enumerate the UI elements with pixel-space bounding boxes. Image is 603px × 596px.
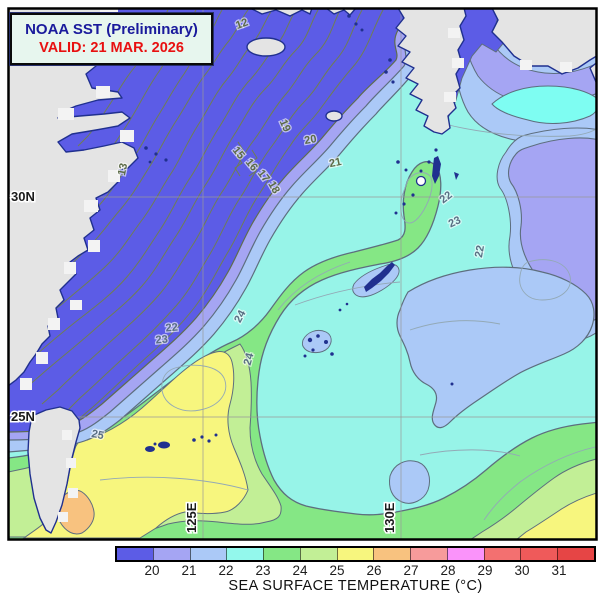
contour-label: 21	[328, 156, 342, 170]
colorbar-cell	[410, 548, 447, 560]
land-shikoku	[491, 9, 596, 75]
contour-label: 23	[155, 334, 168, 347]
colorbar-gradient	[115, 546, 596, 562]
pocket-lightblue-south	[389, 460, 431, 504]
small-islands	[144, 14, 459, 452]
colorbar-tick: 25	[329, 563, 345, 578]
region-yellow-southeast	[515, 492, 596, 540]
land-jeju	[246, 37, 286, 57]
colorbar-tick: 30	[514, 563, 530, 578]
land-korea-islands	[326, 9, 356, 16]
map-frame	[7, 7, 598, 541]
colorbar-cell	[520, 548, 558, 560]
contour-label: 25	[90, 428, 104, 442]
colorbar-cell	[117, 548, 153, 560]
colorbar-tick: 24	[292, 563, 308, 578]
contour-label: 20	[303, 133, 317, 147]
colorbar-tick: 21	[181, 563, 197, 578]
land-china	[9, 9, 139, 386]
title-valid-date: VALID: 21 MAR. 2026	[39, 40, 184, 57]
colorbar-cell	[226, 548, 264, 560]
colorbar-tick: 27	[403, 563, 419, 578]
island-yakushima	[415, 175, 427, 187]
lat-label: 25N	[11, 409, 35, 424]
island-small-triangle	[454, 172, 459, 180]
region-periwinkle-east	[507, 137, 596, 326]
contour-label: 22	[165, 322, 178, 335]
gridlines	[9, 9, 596, 540]
colorbar-label: SEA SURFACE TEMPERATURE (°C)	[228, 578, 483, 594]
colorbar-cell	[299, 548, 337, 560]
colorbar-tick: 31	[551, 563, 567, 578]
colorbar-tick: 28	[440, 563, 456, 578]
title-box: NOAA SST (Preliminary) VALID: 21 MAR. 20…	[9, 12, 214, 66]
colorbar-cell	[483, 548, 521, 560]
island-okinawa	[364, 262, 395, 292]
colorbar-cell	[189, 548, 227, 560]
region-cyan-kuroshio-tongue	[491, 85, 596, 124]
contour-label: 24	[242, 351, 257, 367]
land-kyushu	[395, 9, 467, 135]
colorbar-tick: 22	[218, 563, 234, 578]
lon-label: 130E	[382, 502, 397, 533]
contour-label: 22	[473, 244, 487, 258]
pocket-lightblue-kerama	[301, 329, 332, 354]
colorbar-ticks: 20 21 22 23 24 25 26 27 28 29 30 31	[115, 563, 596, 579]
colorbar-cell	[263, 548, 300, 560]
colorbar-cell	[557, 548, 594, 560]
colorbar-cell	[446, 548, 484, 560]
colorbar-tick: 20	[144, 563, 160, 578]
thin-contours	[99, 119, 596, 521]
colorbar-tick: 29	[477, 563, 493, 578]
map-graphics	[9, 9, 596, 540]
colorbar-tick: 23	[255, 563, 271, 578]
colorbar-cell	[336, 548, 374, 560]
contour-label: 13	[116, 162, 130, 176]
land-korea-coast	[251, 9, 313, 17]
colorbar-tick: 26	[366, 563, 382, 578]
pocket-lightblue-central	[396, 266, 595, 429]
coast-grid-cells	[20, 9, 572, 522]
lon-label: 125E	[184, 502, 199, 533]
title-product-name: NOAA SST (Preliminary)	[25, 20, 198, 38]
colorbar-cell	[152, 548, 190, 560]
island-tanegashima	[432, 156, 441, 184]
lat-label: 30N	[11, 189, 35, 204]
land-danjo	[325, 110, 343, 122]
contour-label: 12	[234, 16, 250, 31]
colorbar-cell	[373, 548, 411, 560]
land-honshu-tip	[589, 62, 596, 83]
